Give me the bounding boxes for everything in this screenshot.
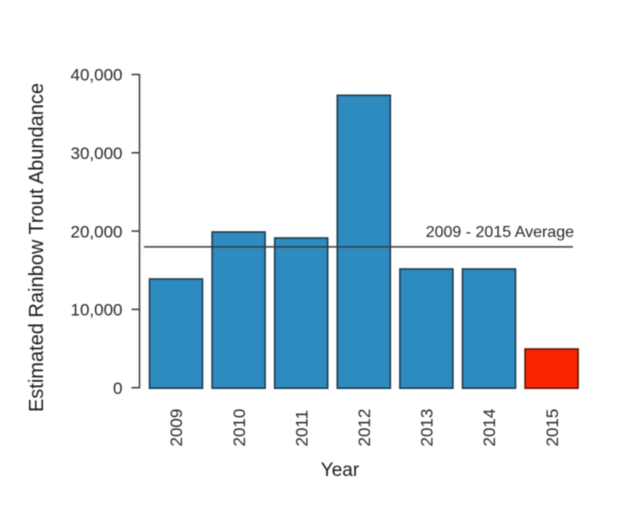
svg-text:2009: 2009 — [167, 409, 186, 447]
svg-text:2009 - 2015 Average: 2009 - 2015 Average — [426, 224, 574, 241]
svg-text:Year: Year — [321, 460, 360, 481]
svg-text:2011: 2011 — [292, 410, 311, 447]
svg-text:10,000: 10,000 — [71, 301, 123, 320]
svg-text:0: 0 — [113, 379, 122, 398]
svg-text:2015: 2015 — [543, 409, 562, 447]
svg-text:30,000: 30,000 — [71, 144, 123, 163]
svg-text:2012: 2012 — [355, 409, 374, 447]
svg-text:20,000: 20,000 — [71, 222, 123, 241]
svg-text:Estimated Rainbow Trout Abunda: Estimated Rainbow Trout Abundance — [26, 83, 48, 412]
svg-text:2013: 2013 — [418, 409, 437, 447]
svg-text:2014: 2014 — [480, 409, 499, 447]
svg-text:40,000: 40,000 — [71, 66, 123, 85]
svg-text:2010: 2010 — [230, 409, 249, 447]
